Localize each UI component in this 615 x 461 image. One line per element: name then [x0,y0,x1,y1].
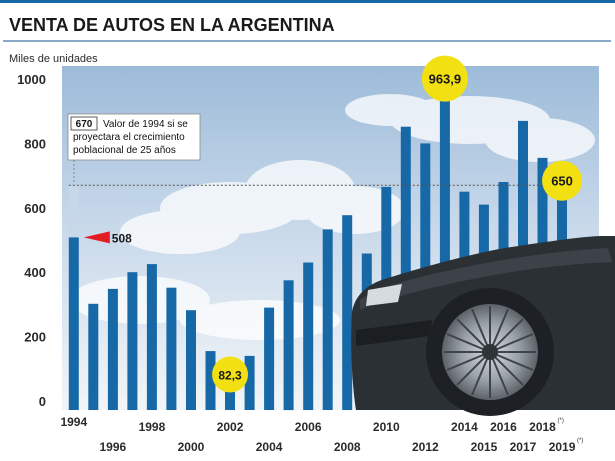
reference-text-line-2: proyectara el crecimiento [73,132,185,143]
y-tick-label: 200 [24,330,46,345]
car-illustration [351,236,615,416]
bar-2001 [205,351,216,410]
title-divider [3,40,611,42]
bar-2004 [264,307,275,410]
value-1994-marker-icon [83,231,110,244]
min-highlight [212,356,249,393]
bar-1999 [166,287,177,410]
x-tick-label: 2004 [256,440,283,454]
bar-2000 [186,310,196,410]
y-tick-label: 400 [24,265,46,280]
x-tick-label: 2015 [471,440,498,454]
bar-2005 [283,280,294,411]
annotations: 963,9 650 82,3 508 [83,55,583,393]
peak-highlight [421,55,468,102]
y-tick-label: 1000 [17,72,46,87]
bar-2007 [322,229,333,410]
reference-text-line-1: Valor de 1994 si se [103,119,188,130]
projected-1994-bar [68,185,79,238]
clouds [70,94,595,340]
bar-1996 [107,288,118,410]
min-label: 82,3 [218,368,242,382]
bar-1995 [88,303,99,410]
footnote-mark: (*) [577,438,583,444]
y-axis-ticks: 1000 800 600 400 200 0 [17,72,46,409]
x-tick-label: 2017 [510,440,537,454]
value-1994-label: 508 [112,231,132,245]
x-tick-label: 2002 [217,420,244,434]
y-tick-label: 600 [24,201,46,216]
bar-1994 [68,237,79,410]
y-tick-label: 800 [24,136,46,151]
reference-text-line-3: poblacional de 25 años [73,145,176,156]
x-tick-label: 2014 [451,420,478,434]
value-2019-label: 650 [551,174,573,189]
y-tick-label: 0 [39,394,46,409]
x-tick-label: 2006 [295,420,322,434]
value-2019-highlight [542,160,583,201]
x-tick-label: 1996 [100,440,127,454]
x-tick-label: 2008 [334,440,361,454]
x-tick-label: 1994 [60,415,87,429]
bar-2008 [342,215,353,410]
x-axis-ticks: 1994 1996 1998 2000 2002 2004 2006 2008 2010 2012… [60,415,583,454]
chart-title: VENTA DE AUTOS EN LA ARGENTINA [9,15,335,35]
x-tick-label: 2018 [529,420,556,434]
bar-2006 [303,262,314,410]
x-tick-label: 2010 [373,420,400,434]
x-tick-label: 2000 [178,440,205,454]
bar-1998 [146,264,157,410]
x-tick-label: 2016 [490,420,517,434]
x-tick-label: 1998 [139,420,166,434]
footnote-mark: (*) [558,418,564,424]
bar-2013 [439,90,450,410]
title-rule [0,0,615,3]
reference-value-box [70,116,98,131]
reference-callout: 670 Valor de 1994 si se proyectara el cr… [67,113,201,183]
reference-value: 670 [76,119,93,130]
bar-2011 [400,126,411,410]
bar-2003 [244,355,255,410]
y-axis-label: Miles de unidades [9,53,98,65]
x-tick-label: 2019 [549,440,576,454]
bar-1997 [127,272,138,410]
x-tick-label: 2012 [412,440,439,454]
peak-label: 963,9 [429,72,462,87]
